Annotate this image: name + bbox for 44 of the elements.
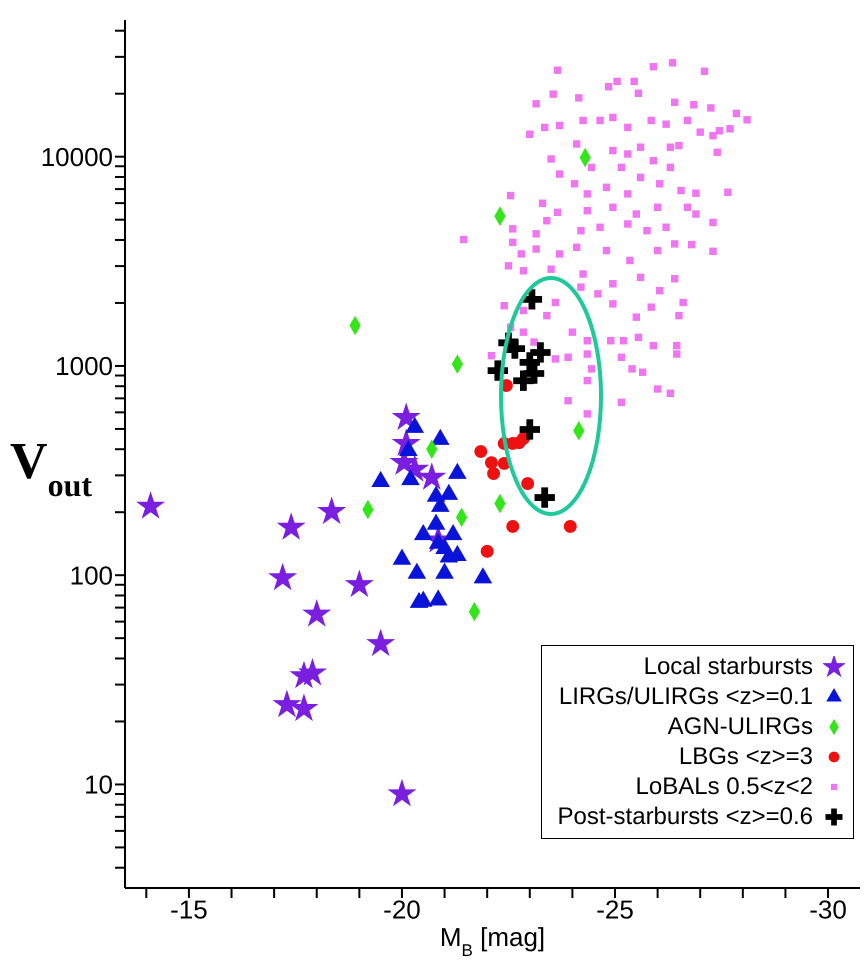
point (366, 628, 396, 656)
point (520, 419, 540, 440)
point (487, 467, 500, 480)
point (521, 477, 534, 490)
point (485, 456, 498, 470)
point (276, 512, 306, 540)
point (344, 570, 374, 598)
point (474, 567, 492, 584)
y-tick-label: 10000 (40, 142, 113, 172)
point (480, 544, 494, 558)
point (136, 491, 166, 519)
point (435, 562, 454, 579)
legend-label: Post-starbursts <z>=0.6 (558, 803, 813, 831)
point (414, 524, 433, 540)
point (302, 599, 332, 627)
point (268, 562, 298, 590)
point (272, 690, 302, 718)
x-tick-label: -25 (596, 894, 634, 924)
point (387, 778, 416, 806)
x-tick-label: -15 (170, 894, 208, 924)
legend-label: LoBALs 0.5<z<2 (636, 773, 813, 801)
y-axis-title: V$_{out}$ (10, 433, 92, 503)
point (392, 402, 421, 430)
point (564, 520, 577, 533)
point (444, 524, 462, 540)
point (408, 562, 426, 579)
point (428, 589, 448, 606)
point (534, 487, 555, 508)
point (474, 445, 488, 458)
point (298, 658, 327, 686)
point (317, 496, 346, 524)
x-tick-label: -20 (383, 894, 421, 924)
legend-label: LIRGs/ULIRGs <z>=0.1 (558, 683, 813, 711)
x-tick-label: -30 (809, 894, 847, 924)
y-tick-label: 10 (84, 770, 113, 800)
x-axis-title: M$_{B}$ [mag] (440, 922, 546, 960)
legend-label: LBGs <z>=3 (678, 743, 813, 771)
legend-label: Local starbursts (644, 653, 813, 681)
y-tick-label: 1000 (55, 351, 113, 382)
y-tick-label: 100 (70, 560, 113, 590)
point (392, 548, 412, 565)
point (530, 342, 551, 363)
point (506, 520, 520, 533)
legend-label: AGN-ULIRGs (668, 713, 813, 741)
